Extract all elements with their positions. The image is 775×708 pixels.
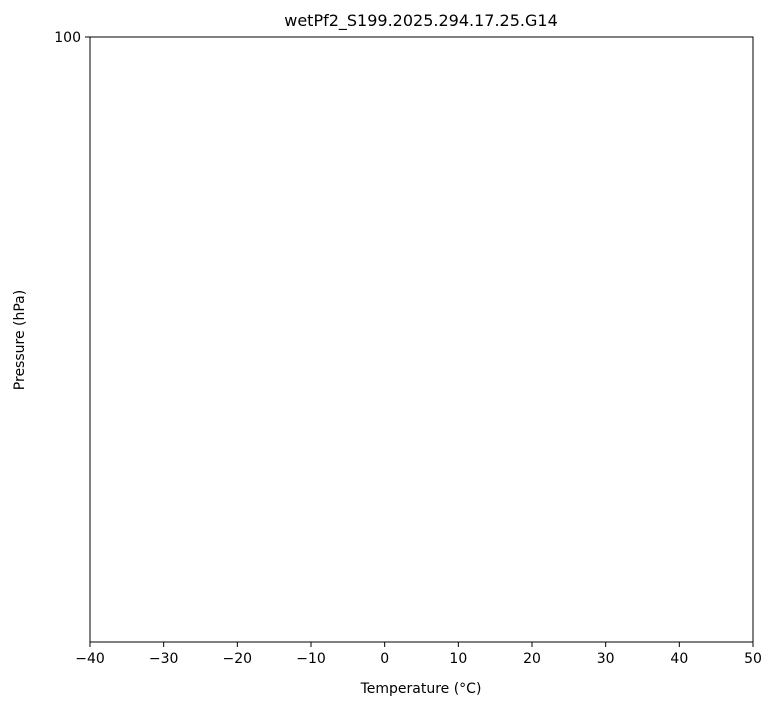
x-tick-label: 0 [380, 651, 389, 667]
x-tick-label: −10 [296, 651, 326, 667]
chart-title: wetPf2_S199.2025.294.17.25.G14 [284, 11, 558, 31]
x-axis-label: Temperature (°C) [360, 681, 482, 697]
plot-frame [89, 36, 754, 643]
line-labels: 0.10.20.40.611.52346810131620253036-100-… [699, 0, 775, 13]
dry-adiabat [553, 37, 556, 38]
isotherm [621, 37, 623, 38]
dry-adiabat [744, 37, 747, 38]
y-axis-label: Pressure (hPa) [12, 290, 28, 390]
x-axis-ticks: −40 −30 −20 −10 0 10 20 30 40 50 [75, 642, 762, 667]
dry-adiabat-label: -100 [699, 0, 728, 13]
y-axis-ticks: 1002003004005006007008009001000 [54, 30, 90, 46]
dry-adiabat [668, 37, 670, 38]
isotherm [769, 0, 775, 37]
isotherm [695, 37, 696, 38]
x-tick-label: 40 [670, 651, 688, 667]
y-tick-label: 100 [54, 30, 81, 46]
dry-adiabat [592, 37, 594, 38]
x-tick-label: −30 [149, 651, 179, 667]
dry-adiabat [706, 37, 709, 38]
plot-background [90, 37, 753, 642]
x-tick-label: 10 [449, 651, 467, 667]
isotherm [547, 37, 549, 38]
moist-adiabat [637, 37, 640, 38]
x-tick-label: −20 [223, 651, 253, 667]
x-tick-label: −40 [75, 651, 105, 667]
x-tick-label: 50 [744, 651, 762, 667]
x-tick-label: 20 [523, 651, 541, 667]
dry-adiabat [630, 37, 632, 38]
x-tick-label: 30 [597, 651, 615, 667]
